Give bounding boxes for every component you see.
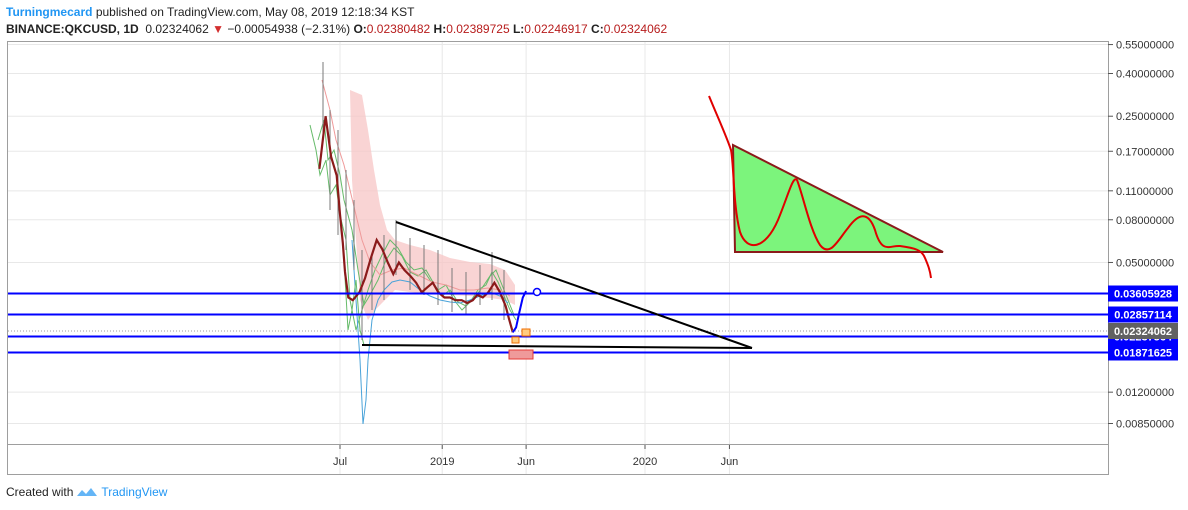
grid-lines (8, 42, 1108, 474)
projected-decline-curve[interactable] (708, 95, 932, 279)
close-value: 0.02324062 (603, 22, 668, 36)
level-badge (1108, 344, 1178, 361)
time-tick-label: Jun (721, 456, 739, 468)
triangle-lower-trendline[interactable] (361, 344, 753, 349)
forecast-end-marker (532, 287, 542, 297)
low-label: L: (512, 22, 525, 36)
time-tick-label: 2020 (633, 456, 657, 468)
ichimoku-cloud (350, 90, 515, 320)
close-label: C: (591, 22, 604, 36)
last-price-badge-label: 0.02324062 (1114, 326, 1172, 338)
last-price-badge (1108, 323, 1178, 339)
price-tick-label: 0.40000000 (1116, 69, 1174, 81)
time-axis[interactable]: Jul 2019 Jun 2020 Jun (8, 444, 1108, 468)
price-moving-average (318, 116, 514, 333)
signal-marker-red (508, 349, 534, 360)
price-tick-label: 0.11000000 (1116, 186, 1173, 198)
open-label: O: (353, 22, 367, 36)
author-name[interactable]: Turningmecard (6, 5, 93, 19)
horizontal-levels[interactable] (8, 292, 1108, 354)
footer: Created with TradingView (6, 484, 167, 500)
price-tick-label: 0.01200000 (1116, 387, 1174, 399)
tradingview-brand-link[interactable]: TradingView (101, 485, 168, 499)
chart-header: Turningmecard published on TradingView.c… (6, 4, 667, 38)
last-price-value: 0.02324062 (145, 22, 209, 36)
ohlc-line: BINANCE:QKCUSD, 1D 0.02324062 ▼ −0.00054… (6, 21, 667, 38)
level-badge (1108, 306, 1178, 323)
projected-triangle[interactable] (731, 143, 944, 253)
price-tick-label: 0.08000000 (1116, 215, 1174, 227)
high-label: H: (433, 22, 447, 36)
level-badge-label: 0.03605928 (1114, 289, 1172, 301)
price-tick-label: 0.55000000 (1116, 40, 1174, 52)
tradingview-logo-icon (77, 488, 98, 496)
publish-line: Turningmecard published on TradingView.c… (6, 4, 667, 21)
price-tick-label: 0.05000000 (1116, 257, 1174, 269)
time-tick-label: 2019 (430, 456, 454, 468)
level-badge-label: 0.01871625 (1114, 348, 1172, 360)
price-tick-label: 0.00850000 (1116, 419, 1174, 431)
open-value: 0.02380482 (366, 22, 431, 36)
signal-marker-orange (521, 328, 531, 337)
plot-area[interactable] (7, 41, 1109, 475)
price-candles (322, 62, 505, 340)
price-axis[interactable]: 0.55000000 0.40000000 0.25000000 0.17000000… (1108, 40, 1174, 431)
high-value: 0.02389725 (446, 22, 510, 36)
change-value: −0.00054938 (−2.31%) (227, 22, 351, 36)
publish-info: published on TradingView.com, May 08, 20… (95, 5, 415, 19)
level-badge-label: 0.02857114 (1114, 310, 1172, 322)
time-tick-label: Jun (517, 456, 535, 468)
forecast-path[interactable] (511, 290, 527, 333)
signal-marker-orange-2 (511, 336, 520, 344)
price-level-badges: 0.036059280.028571140.022375640.01871625… (1108, 285, 1178, 361)
down-arrow-icon: ▼ (212, 22, 224, 36)
symbol-label[interactable]: BINANCE:QKCUSD, 1D (6, 22, 139, 36)
low-value: 0.02246917 (524, 22, 588, 36)
triangle-upper-trendline[interactable] (395, 221, 753, 349)
price-tick-label: 0.25000000 (1116, 111, 1174, 123)
time-tick-label: Jul (333, 456, 347, 468)
level-badge (1108, 285, 1178, 302)
created-with-text: Created with (6, 485, 74, 499)
price-tick-label: 0.17000000 (1116, 146, 1174, 158)
